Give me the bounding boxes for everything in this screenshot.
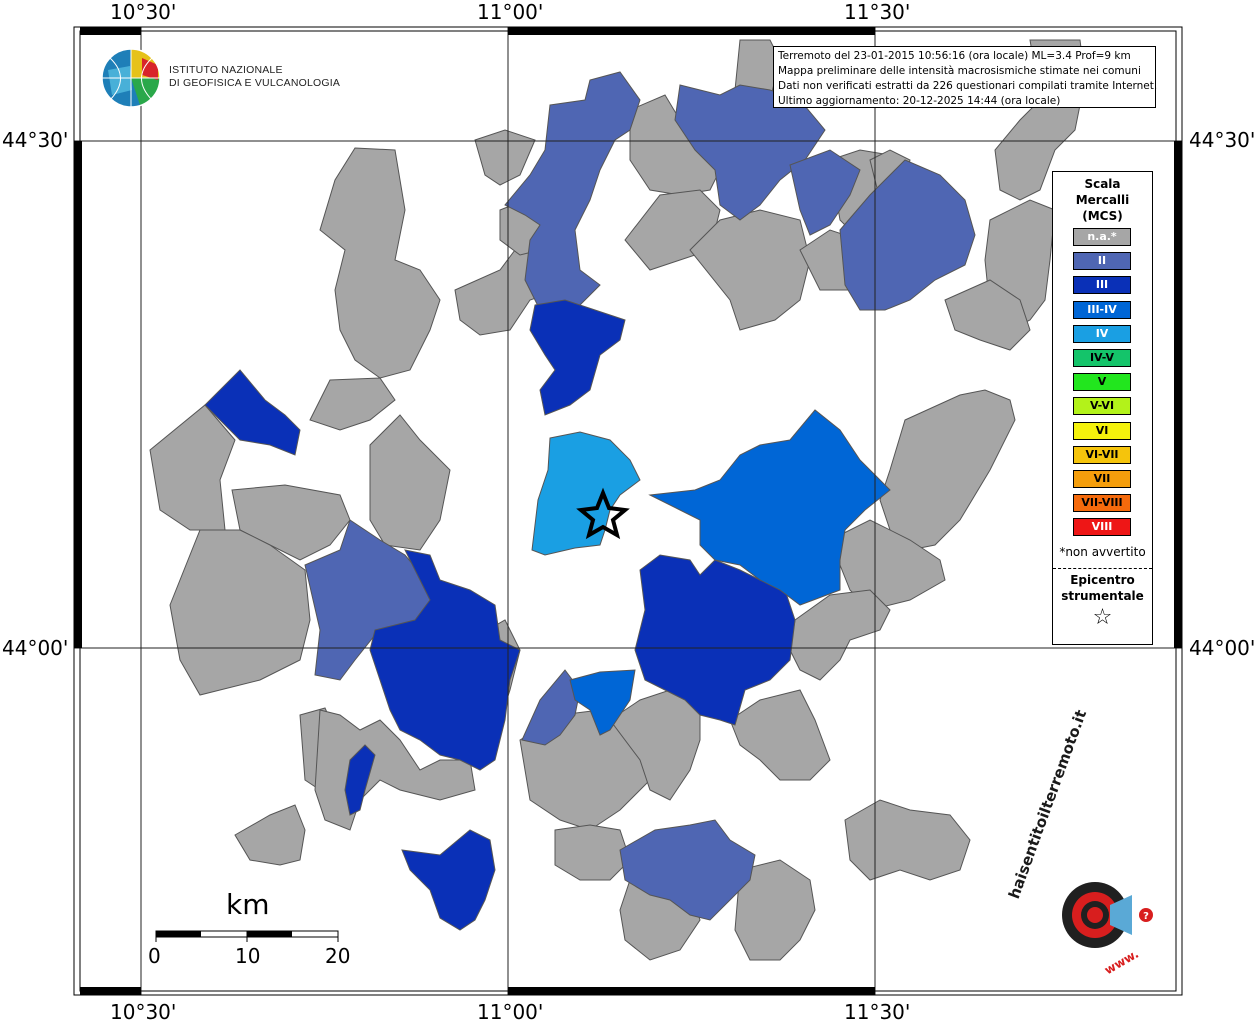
left-lat-label-1: 44°30': [2, 128, 69, 152]
legend-item-v: V: [1073, 373, 1131, 392]
event-info-box: Terremoto del 23-01-2015 10:56:16 (ora l…: [773, 46, 1158, 108]
legend-item-vii: VII: [1073, 470, 1131, 488]
legend-item-iv: IV: [1073, 324, 1131, 343]
haisentito-logo: ?: [1062, 882, 1153, 948]
legend-epicenter-star-icon: ☆: [1092, 605, 1113, 630]
legend-item-vii-viii: VII-VIII: [1073, 494, 1131, 513]
event-info-line-4: Ultimo aggiornamento: 20-12-2025 14:44 (…: [778, 95, 1061, 107]
ingv-line-2: DI GEOFISICA E VULCANOLOGIA: [169, 77, 341, 89]
scale-tick-10: 10: [235, 944, 261, 968]
bottom-lon-label-2: 11°00': [477, 1000, 544, 1024]
legend-note: *non avvertito: [1059, 545, 1146, 559]
bottom-lon-label-1: 10°30': [110, 1000, 177, 1024]
intensity-legend: Scala Mercalli (MCS) n.a.* II III III-IV IV IV-…: [1052, 171, 1153, 645]
graticule: [74, 27, 1182, 995]
municipalities-layer: [149, 39, 1086, 961]
scale-unit-label: km: [226, 888, 270, 921]
legend-item-viii: VIII: [1073, 518, 1131, 537]
municipalities-iii-iv: [569, 409, 891, 736]
municipalities-iii: [204, 299, 796, 931]
legend-item-vi: VI: [1073, 421, 1131, 440]
bottom-lon-label-3: 11°30': [844, 1000, 911, 1024]
event-info-line-1: Terremoto del 23-01-2015 10:56:16 (ora l…: [778, 50, 1131, 62]
legend-item-vi-vii: VI-VII: [1073, 445, 1131, 464]
ingv-logo-text: ISTITUTO NAZIONALE DI GEOFISICA E VULCAN…: [169, 64, 340, 90]
legend-item-ii: II: [1073, 252, 1131, 271]
top-lon-label-3: 11°30': [844, 0, 911, 24]
border-ticks: [74, 27, 1182, 995]
right-lat-label-1: 44°30': [1189, 128, 1255, 152]
municipalities-ii: [304, 71, 976, 921]
event-info-line-3: Dati non verificati estratti da 226 ques…: [778, 80, 1158, 92]
top-lon-label-1: 10°30': [110, 0, 177, 24]
scale-bar: [155, 930, 339, 942]
ingv-line-1: ISTITUTO NAZIONALE: [169, 64, 283, 76]
right-lat-label-2: 44°00': [1189, 636, 1255, 660]
legend-item-iv-v: IV-V: [1073, 349, 1131, 367]
legend-item-iii: III: [1073, 276, 1131, 295]
legend-item-iii-iv: III-IV: [1073, 300, 1131, 319]
event-info-line-2: Mappa preliminare delle intensità macros…: [778, 65, 1141, 77]
legend-item-n-a: n.a.*: [1073, 228, 1131, 246]
scale-tick-20: 20: [325, 944, 351, 968]
legend-epicenter-label: Epicentro strumentale: [1061, 573, 1144, 603]
legend-title: Scala Mercalli (MCS): [1075, 177, 1130, 223]
municipalities-na: [149, 39, 1086, 961]
svg-text:?: ?: [1143, 911, 1149, 922]
legend-item-v-vi: V-VI: [1073, 397, 1131, 416]
municipalities-iv: [531, 431, 641, 556]
legend-separator: [1053, 568, 1152, 569]
top-lon-label-2: 11°00': [477, 0, 544, 24]
epicenter-star-icon: [576, 487, 630, 540]
left-lat-label-2: 44°00': [2, 636, 69, 660]
ingv-globe-icon: [101, 48, 161, 108]
scale-tick-0: 0: [148, 944, 161, 968]
